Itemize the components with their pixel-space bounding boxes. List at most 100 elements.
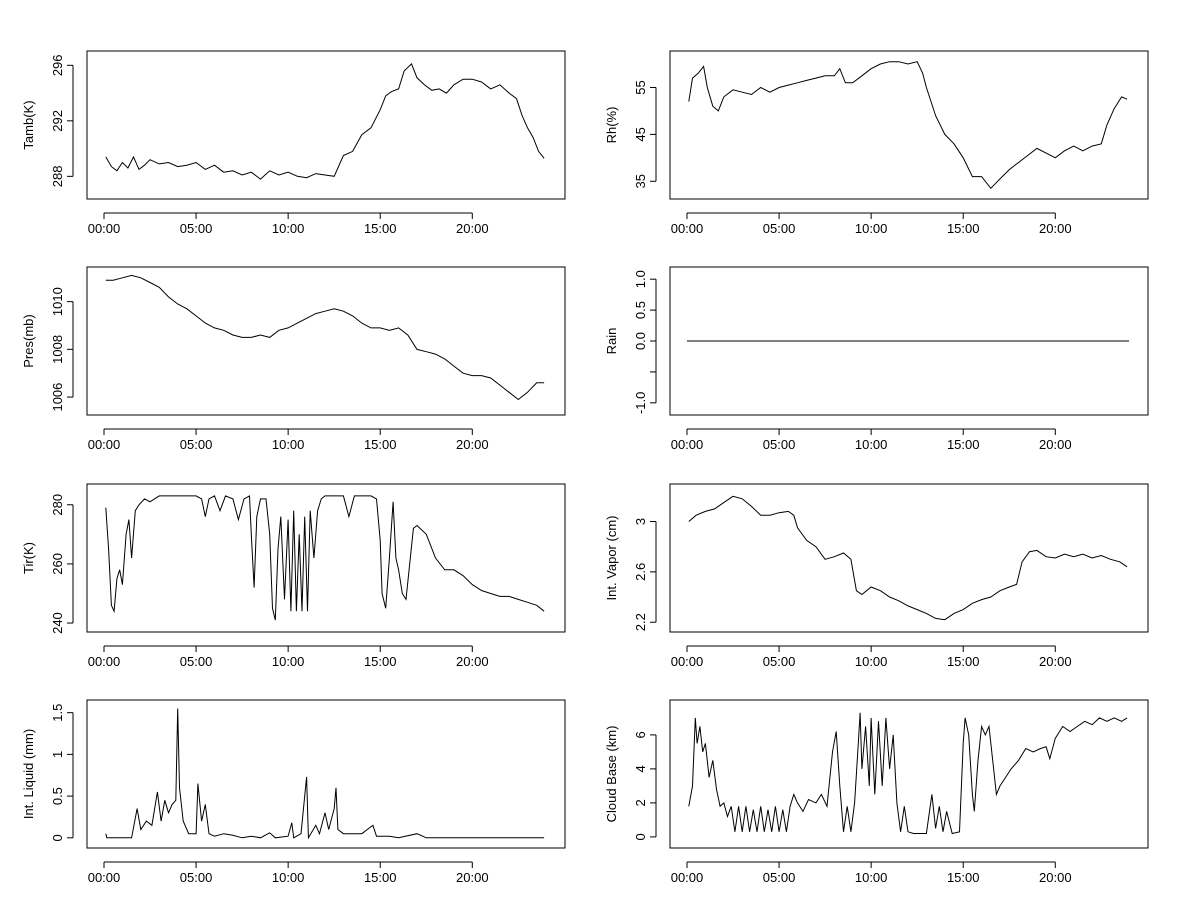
y-tick-label: 280 [50, 494, 65, 516]
series-line [688, 61, 1128, 190]
plot-frame [86, 266, 566, 416]
x-tick-label: 10:00 [272, 654, 305, 669]
y-tick-label: 2.2 [633, 613, 648, 631]
y-tick-label: 1 [50, 751, 65, 758]
x-tick-label: 20:00 [1039, 221, 1072, 236]
y-tick-label: 55 [633, 80, 648, 94]
x-tick-label: 20:00 [1039, 437, 1072, 452]
x-tick-label: 10:00 [272, 437, 305, 452]
x-tick-label: 00:00 [671, 221, 704, 236]
y-tick-label: 260 [50, 553, 65, 575]
y-tick-label: 2.6 [633, 563, 648, 581]
panel-6: 00:00 05:00 10:00 15:00 20:00 2.2 2.6 3 Int. Vap… [604, 483, 1149, 669]
x-tick-label: 00:00 [671, 437, 704, 452]
panel-2: 00:00 05:00 10:00 15:00 20:00 35 45 55 Rh(%) [604, 50, 1149, 236]
x-tick-label: 20:00 [456, 654, 489, 669]
x-tick-label: 15:00 [364, 437, 397, 452]
y-tick-label: 1.5 [50, 704, 65, 722]
series-line [688, 712, 1128, 835]
x-tick-label: 15:00 [947, 654, 980, 669]
x-tick-label: 05:00 [180, 654, 213, 669]
y-tick-label: 6 [633, 731, 648, 738]
plot-frame [86, 50, 566, 200]
y-tick-label: 296 [50, 54, 65, 76]
plot-frame [669, 483, 1149, 633]
panel-8: 00:00 05:00 10:00 15:00 20:00 0 2 4 6 Cloud Base … [604, 699, 1149, 885]
x-tick-label: 00:00 [88, 437, 121, 452]
x-tick-label: 20:00 [1039, 870, 1072, 885]
y-tick-label: 1006 [50, 383, 65, 412]
y-tick-label: 2 [633, 799, 648, 806]
y-axis-title: Rain [604, 328, 619, 355]
x-tick-label: 15:00 [947, 437, 980, 452]
y-tick-label: 288 [50, 165, 65, 187]
x-tick-label: 20:00 [1039, 654, 1072, 669]
y-tick-label: 0.0 [633, 332, 648, 350]
y-tick-label: 0.5 [633, 301, 648, 319]
x-tick-label: 05:00 [763, 221, 796, 236]
y-tick-label: 45 [633, 127, 648, 141]
series-line [688, 495, 1128, 621]
x-tick-label: 10:00 [855, 654, 888, 669]
x-tick-label: 00:00 [671, 654, 704, 669]
x-tick-label: 10:00 [855, 870, 888, 885]
x-tick-label: 20:00 [456, 221, 489, 236]
y-tick-label: 1010 [50, 287, 65, 316]
plot-frame [669, 699, 1149, 849]
x-tick-label: 05:00 [763, 437, 796, 452]
x-tick-label: 05:00 [180, 221, 213, 236]
plot-frame [669, 266, 1149, 416]
y-tick-label: 240 [50, 612, 65, 634]
y-tick-label: 3 [633, 518, 648, 525]
x-tick-label: 20:00 [456, 870, 489, 885]
plot-frame [86, 483, 566, 633]
y-axis-title: Int. Liquid (mm) [21, 729, 36, 819]
x-tick-label: 10:00 [855, 437, 888, 452]
y-axis-title: Int. Vapor (cm) [604, 515, 619, 600]
panel-1: 00:00 05:00 10:00 15:00 20:00 288 292 296 Tamb(K… [21, 50, 566, 236]
x-tick-label: 05:00 [763, 654, 796, 669]
series-line [105, 63, 545, 180]
panel-5: 00:00 05:00 10:00 15:00 20:00 240 260 280 Tir(K) [21, 483, 566, 669]
x-tick-label: 05:00 [180, 437, 213, 452]
y-tick-label: 292 [50, 110, 65, 132]
x-tick-label: 10:00 [272, 870, 305, 885]
y-tick-label: 0 [633, 833, 648, 840]
y-tick-label: 0 [50, 834, 65, 841]
panel-4: 00:00 05:00 10:00 15:00 20:00 -1.0 0.0 0.5 1.0 Ra… [604, 266, 1149, 452]
x-tick-label: 15:00 [364, 870, 397, 885]
y-tick-label: 4 [633, 765, 648, 772]
x-tick-label: 05:00 [763, 870, 796, 885]
y-axis-title: Tamb(K) [21, 100, 36, 149]
y-tick-label: -1.0 [633, 392, 648, 414]
x-tick-label: 00:00 [88, 870, 121, 885]
x-tick-label: 15:00 [947, 221, 980, 236]
y-axis-title: Tir(K) [21, 542, 36, 574]
y-axis-title: Rh(%) [604, 107, 619, 144]
series-line [105, 274, 545, 401]
panel-3: 00:00 05:00 10:00 15:00 20:00 1006 1008 1010 Pre… [21, 266, 566, 452]
x-tick-label: 20:00 [456, 437, 489, 452]
x-tick-label: 00:00 [88, 654, 121, 669]
plot-frame [669, 50, 1149, 200]
y-tick-label: 1008 [50, 335, 65, 364]
y-axis-title: Pres(mb) [21, 314, 36, 367]
panel-7: 00:00 05:00 10:00 15:00 20:00 0 0.5 1 1.5 Int. Li… [21, 699, 566, 885]
series-line [105, 708, 545, 840]
x-tick-label: 00:00 [88, 221, 121, 236]
y-tick-label: 1.0 [633, 270, 648, 288]
x-tick-label: 10:00 [272, 221, 305, 236]
x-tick-label: 00:00 [671, 870, 704, 885]
x-tick-label: 15:00 [947, 870, 980, 885]
x-tick-label: 10:00 [855, 221, 888, 236]
plot-frame [86, 699, 566, 849]
x-tick-label: 05:00 [180, 870, 213, 885]
x-tick-label: 15:00 [364, 221, 397, 236]
y-tick-label: 35 [633, 174, 648, 188]
y-axis-title: Cloud Base (km) [604, 726, 619, 823]
x-tick-label: 15:00 [364, 654, 397, 669]
series-line [105, 495, 545, 621]
y-tick-label: 0.5 [50, 787, 65, 805]
